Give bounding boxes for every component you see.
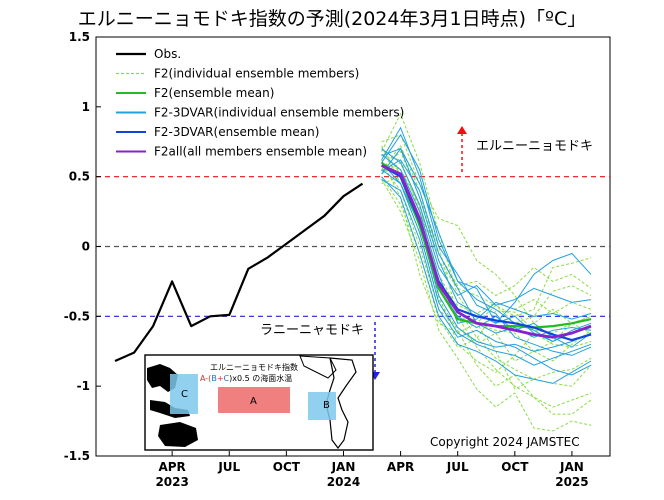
legend-label: F2(individual ensemble members) bbox=[154, 67, 359, 81]
inset-land-australia bbox=[158, 422, 198, 447]
f2-member-line bbox=[381, 165, 592, 362]
y-axis: 1.5 1 0.5 0 -0.5 -1 -1.5 bbox=[64, 30, 101, 463]
y-tick-label: 0.5 bbox=[69, 170, 90, 184]
legend-label: Obs. bbox=[154, 47, 181, 61]
f2-member-line bbox=[381, 112, 592, 390]
f2-member-line bbox=[381, 134, 592, 325]
y-tick-label: 0 bbox=[82, 240, 90, 254]
copyright: Copyright 2024 JAMSTEC bbox=[430, 435, 580, 449]
inset-box-a bbox=[218, 387, 290, 413]
inset-box-b bbox=[308, 392, 336, 420]
inset-map: C A B エルニーニョモドキ指数 A-(B+C)x0.5 の海面水温 bbox=[144, 354, 374, 451]
x-tick-label: APR bbox=[387, 460, 414, 474]
lanina-modoki-label: ラニーニャモドキ bbox=[260, 323, 364, 338]
series-line-3 bbox=[381, 164, 592, 339]
y-tick-label: 1 bbox=[82, 100, 90, 114]
inset-formula: A-(B+C)x0.5 の海面水温 bbox=[200, 373, 292, 383]
f2-member-line bbox=[381, 144, 592, 324]
y-tick-label: 1.5 bbox=[69, 30, 90, 44]
f2-member-line bbox=[381, 159, 592, 352]
legend-label: F2all(all members ensemble mean) bbox=[154, 145, 367, 159]
f2-member-line bbox=[381, 161, 592, 373]
reference-lines bbox=[96, 176, 610, 317]
inset-title: エルニーニョモドキ指数 bbox=[210, 362, 298, 372]
elnino-modoki-label: エルニーニョモドキ bbox=[476, 139, 593, 154]
f2-3dvar-member-line bbox=[381, 133, 592, 325]
x-tick-year: 2025 bbox=[555, 475, 588, 489]
x-tick-year: 2023 bbox=[155, 475, 188, 489]
f2-3dvar-member-line bbox=[381, 179, 592, 376]
y-tick-label: -1.5 bbox=[64, 449, 90, 463]
chart-title: エルニーニョモドキ指数の予測(2024年3月1日時点)「ºC」 bbox=[78, 8, 587, 30]
x-tick-label: OCT bbox=[273, 460, 301, 474]
series-line-0 bbox=[114, 182, 364, 363]
x-tick-label: JAN bbox=[331, 460, 356, 474]
y-tick-label: -0.5 bbox=[64, 309, 90, 323]
x-tick-label: OCT bbox=[501, 460, 529, 474]
f2-3dvar-member-line bbox=[381, 126, 592, 356]
y-tick-label: -1 bbox=[77, 379, 90, 393]
x-tick-label: APR bbox=[158, 460, 185, 474]
inset-label-b: B bbox=[323, 400, 330, 411]
f2-3dvar-member-line bbox=[381, 169, 592, 366]
legend-label: F2-3DVAR(ensemble mean) bbox=[154, 125, 319, 139]
inset-label-c: C bbox=[181, 389, 188, 400]
legend-label: F2(ensemble mean) bbox=[154, 86, 274, 100]
inset-label-a: A bbox=[250, 396, 257, 407]
x-tick-label: JAN bbox=[559, 460, 584, 474]
f2-3dvar-member-line bbox=[381, 153, 592, 324]
x-tick-label: JUL bbox=[217, 460, 240, 474]
x-tick-year: 2024 bbox=[327, 475, 360, 489]
legend: Obs. F2(individual ensemble members) F2(en… bbox=[116, 47, 404, 159]
f2-3dvar-member-line bbox=[381, 176, 592, 384]
x-tick-label: JUL bbox=[446, 460, 469, 474]
inset-box-c bbox=[170, 374, 198, 414]
main-series bbox=[114, 161, 592, 363]
f2-member-line bbox=[381, 155, 592, 296]
inset-land-northamerica bbox=[299, 355, 337, 379]
elnino-arrow bbox=[457, 126, 467, 172]
legend-label: F2-3DVAR(individual ensemble members) bbox=[154, 106, 404, 120]
f2-3dvar-member-line bbox=[381, 147, 592, 343]
f2-3dvar-member-line bbox=[381, 159, 592, 338]
f2-member-line bbox=[381, 179, 592, 432]
f2-3dvar-member-line bbox=[381, 148, 592, 306]
